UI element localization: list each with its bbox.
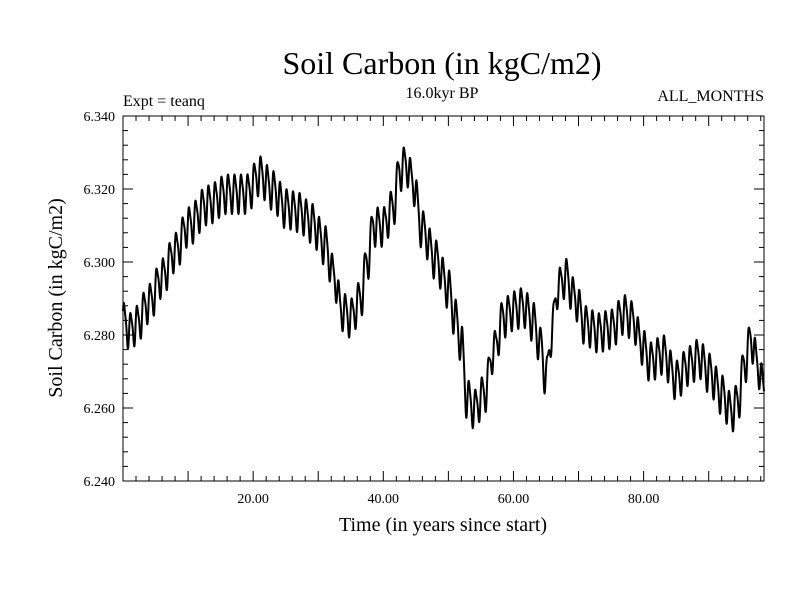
experiment-label: Expt = teanq — [123, 93, 205, 110]
y-axis-label: Soil Carbon (in kgC/m2) — [45, 198, 67, 397]
x-tick-label: 40.00 — [368, 492, 400, 507]
months-label: ALL_MONTHS — [657, 88, 764, 105]
y-tick-label: 6.300 — [84, 256, 116, 271]
x-tick-label: 20.00 — [237, 492, 269, 507]
x-axis-label: Time (in years since start) — [339, 514, 547, 536]
chart-title: Soil Carbon (in kgC/m2) — [282, 45, 601, 81]
y-tick-label: 6.240 — [84, 475, 116, 490]
series-line-soil-carbon — [122, 146, 765, 433]
chart-subtitle: 16.0kyr BP — [406, 85, 479, 102]
plot-frame — [122, 115, 765, 482]
tick-labels: 20.00 40.00 60.00 80.00 6.240 6.260 6.280 6.300… — [84, 110, 660, 507]
y-tick-label: 6.260 — [84, 402, 116, 417]
x-tick-label: 80.00 — [628, 492, 660, 507]
y-tick-label: 6.280 — [84, 329, 116, 344]
y-tick-label: 6.320 — [84, 183, 116, 198]
x-tick-label: 60.00 — [498, 492, 530, 507]
y-tick-label: 6.340 — [84, 110, 116, 125]
axis-ticks — [123, 116, 764, 481]
